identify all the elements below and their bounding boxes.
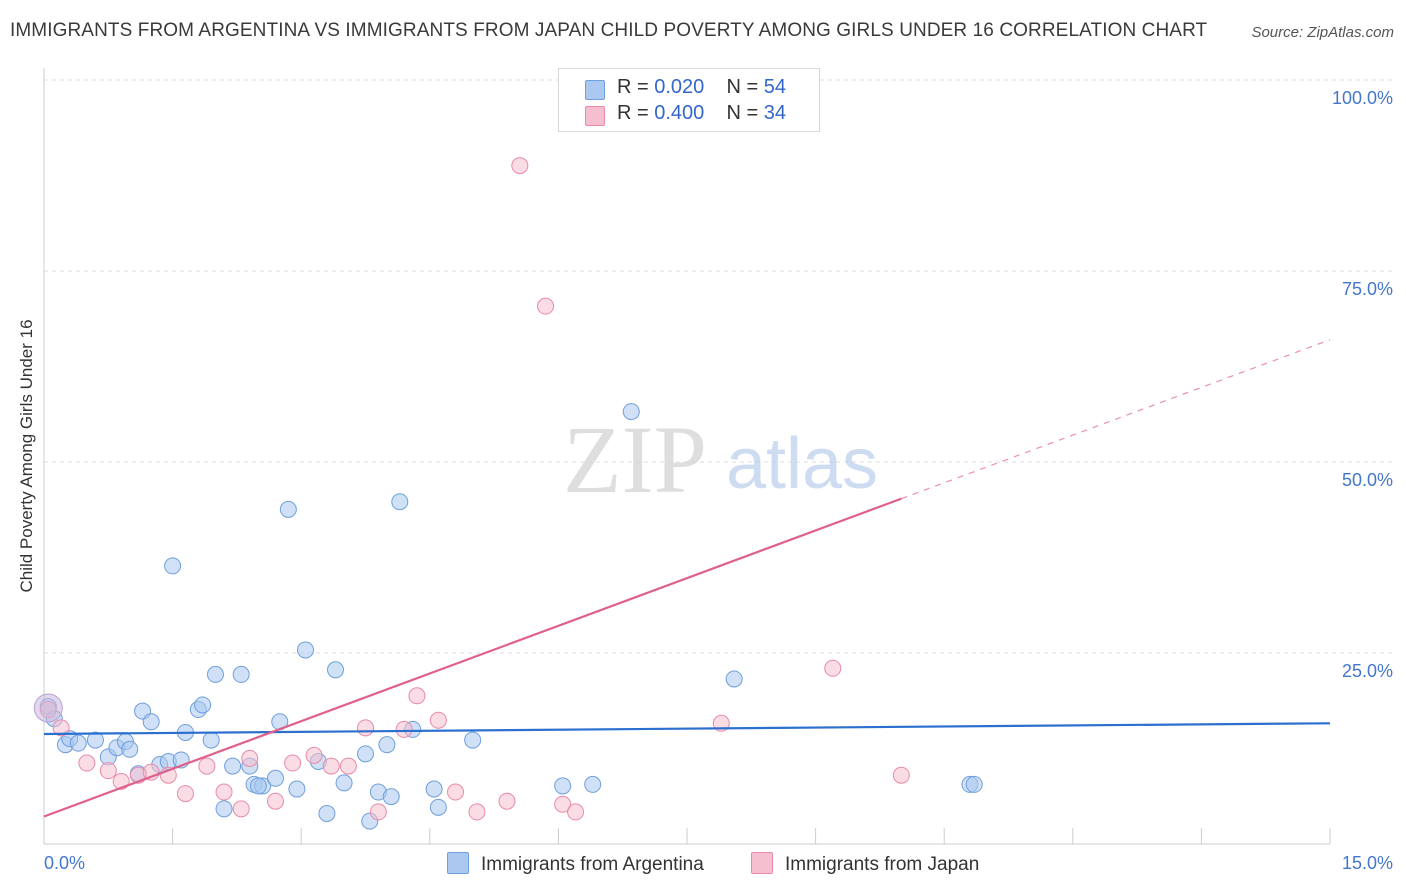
japan-point: [232, 800, 250, 818]
legend-r-label: R =: [617, 102, 649, 124]
argentina-point: [357, 745, 374, 763]
japan-point: [284, 754, 302, 772]
y-tick-label: 25.0%: [1342, 661, 1393, 681]
chart-title: IMMIGRANTS FROM ARGENTINA VS IMMIGRANTS …: [10, 20, 1208, 41]
y-axis-label: Child Poverty Among Girls Under 16: [17, 319, 36, 592]
japan-point: [52, 719, 70, 737]
argentina-point: [378, 736, 396, 754]
japan-point: [266, 792, 284, 810]
x-tick-label-max: 15.0%: [1342, 853, 1393, 873]
japan-point: [198, 757, 216, 775]
japan-point: [468, 803, 486, 821]
source-credit: Source: ZipAtlas.com: [1251, 24, 1394, 41]
japan-point: [78, 754, 96, 772]
legend-n-value: 54: [763, 76, 787, 98]
japan-legend-label: Immigrants from Japan: [785, 854, 980, 875]
correlation-legend: R = 0.020 N = 54 R = 0.400 N = 34: [558, 68, 820, 132]
argentina-point: [164, 557, 182, 575]
cluster-point: [33, 693, 63, 723]
argentina-point: [224, 757, 242, 775]
argentina-point: [429, 798, 447, 816]
legend-r-label: R =: [617, 76, 649, 98]
watermark-atlas: atlas: [726, 424, 878, 504]
argentina-legend-label: Immigrants from Argentina: [481, 854, 704, 875]
japan-legend-swatch: [751, 852, 773, 874]
japan-point: [498, 792, 516, 810]
japan-point: [395, 720, 413, 738]
japan-trend-extension: [901, 339, 1331, 500]
argentina-point: [279, 500, 297, 518]
argentina-point: [965, 775, 983, 793]
legend-item-argentina: Immigrants from Argentina: [447, 852, 704, 876]
watermark-zip: ZIP: [563, 406, 707, 513]
argentina-point: [202, 731, 220, 749]
legend-n-label: N =: [726, 76, 759, 98]
argentina-point: [382, 788, 400, 806]
japan-point: [554, 795, 572, 813]
argentina-legend-swatch: [447, 852, 469, 874]
argentina-point: [86, 731, 104, 749]
argentina-swatch: [585, 80, 605, 100]
legend-r-value: 0.020: [654, 76, 705, 98]
japan-point: [241, 749, 259, 767]
japan-point: [215, 783, 233, 801]
argentina-trend-line: [43, 722, 1331, 736]
argentina-point: [194, 696, 212, 714]
y-tick-label: 50.0%: [1342, 470, 1393, 490]
argentina-point: [584, 775, 602, 793]
legend-item-japan: Immigrants from Japan: [751, 852, 979, 876]
japan-point: [408, 687, 426, 705]
japan-point: [447, 783, 465, 801]
argentina-point: [391, 493, 409, 511]
legend-n-value: 34: [763, 102, 787, 124]
japan-point: [369, 803, 387, 821]
japan-point: [339, 757, 357, 775]
argentina-point: [554, 777, 572, 795]
argentina-point: [142, 713, 160, 731]
y-tick-label: 75.0%: [1342, 279, 1393, 299]
japan-point: [824, 659, 842, 677]
japan-point: [99, 762, 117, 780]
japan-point: [322, 757, 340, 775]
argentina-point: [725, 670, 743, 688]
japan-point: [429, 711, 447, 729]
argentina-point: [335, 774, 353, 792]
japan-point: [567, 803, 585, 821]
argentina-point: [249, 777, 267, 795]
legend-n-label: N =: [726, 102, 759, 124]
argentina-point: [622, 403, 640, 421]
argentina-points: [39, 403, 983, 830]
japan-point: [892, 766, 910, 784]
japan-trend-line: [43, 497, 902, 818]
trend-lines: [43, 339, 1331, 818]
japan-point: [357, 719, 374, 737]
argentina-point: [326, 661, 344, 679]
argentina-point: [318, 804, 336, 822]
japan-point: [511, 157, 529, 175]
argentina-point: [121, 740, 139, 758]
japan-swatch: [585, 106, 605, 126]
japan-point: [176, 785, 194, 803]
japan-point: [305, 746, 323, 764]
y-tick-label: 100.0%: [1332, 88, 1393, 108]
argentina-point: [464, 731, 482, 749]
argentina-point: [425, 780, 443, 798]
x-tick-label-min: 0.0%: [44, 853, 85, 873]
argentina-point: [266, 769, 284, 787]
argentina-point: [215, 800, 233, 818]
argentina-point: [232, 665, 250, 683]
argentina-point: [288, 780, 306, 798]
argentina-point: [69, 734, 87, 752]
argentina-point: [296, 641, 314, 659]
japan-point: [537, 297, 555, 315]
legend-r-value: 0.400: [654, 102, 705, 124]
argentina-point: [206, 665, 224, 683]
